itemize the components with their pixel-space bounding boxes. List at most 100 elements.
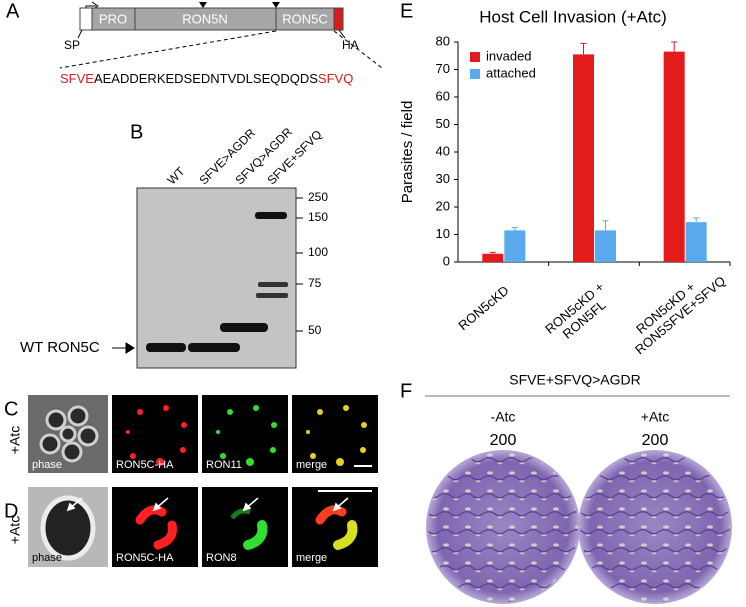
cell: [40, 495, 96, 561]
marker-ticks: [296, 197, 303, 332]
error-bar: [511, 227, 518, 231]
panel-label: D: [4, 500, 18, 522]
bands: [146, 212, 288, 352]
panel-title: SFVE+SFVQ>AGDR: [509, 372, 640, 388]
panel-d: D +Atc phase RON5C-HA RON8 merge: [4, 487, 378, 567]
rosette: [39, 405, 99, 463]
signal: [315, 505, 347, 525]
micrograph: [292, 395, 378, 473]
image-label: phase: [32, 459, 62, 471]
marker-label: 100: [308, 245, 328, 259]
domain-label: RON5C: [282, 11, 328, 26]
y-tick-label: 30: [436, 171, 450, 186]
marker-label: 75: [308, 276, 322, 290]
image-label: merge: [296, 552, 327, 564]
image-label: RON5C-HA: [116, 552, 174, 564]
y-tick-label: 80: [436, 33, 450, 48]
panel-c: C +Atc phase RON5C-HA RON11 merge: [4, 395, 378, 473]
y-tick-label: 20: [436, 198, 450, 213]
panel-label: C: [4, 398, 18, 420]
signal: [243, 520, 268, 550]
cleavage-marks: [199, 2, 280, 8]
puncta: [306, 405, 367, 466]
bar: [482, 253, 504, 262]
sp-box: [79, 7, 93, 31]
panel-label: A: [6, 0, 20, 22]
plaque-texture: [428, 452, 578, 602]
error-bar: [580, 42, 587, 55]
motif: SFVQ: [318, 71, 353, 86]
error-bar: [693, 217, 700, 223]
image-label: phase: [32, 552, 62, 564]
puncta: [216, 405, 277, 466]
panel-f: F SFVE+SFVQ>AGDR -Atc +Atc 200 200: [400, 372, 732, 604]
panel-label: E: [400, 0, 413, 22]
signal: [135, 505, 177, 550]
condition-label: +Atc: [7, 426, 23, 454]
band-arrow: [112, 342, 135, 354]
micrograph: [112, 487, 198, 567]
condition-label: -Atc: [491, 409, 516, 425]
y-axis-label: Parasites / field: [399, 101, 416, 204]
image-label: RON8: [206, 552, 237, 564]
zoom-line: [59, 30, 277, 69]
y-tick-label: 50: [436, 116, 450, 131]
leader: [338, 29, 346, 39]
image-label: RON11: [206, 459, 242, 471]
ha-box: [333, 7, 344, 31]
signal: [230, 508, 251, 520]
puncta: [126, 405, 187, 466]
bar: [573, 54, 594, 262]
y-tick-label: 0: [443, 253, 450, 268]
error-bar: [602, 220, 609, 231]
y-tick-label: 60: [436, 88, 450, 103]
plaque-texture: [580, 452, 730, 602]
panel-label: B: [130, 121, 143, 143]
error-bar: [671, 41, 678, 52]
bar: [504, 230, 526, 262]
marker-label: 250: [308, 190, 328, 204]
band-label: WT RON5C: [20, 339, 100, 356]
marker-label: 150: [308, 210, 328, 224]
micrograph: [112, 395, 198, 473]
ha-label: HA: [342, 38, 359, 52]
sequence: SFVEAEADDERKEDSEDNTVDLSEQDQDSSFVQ: [60, 71, 353, 86]
image-label: merge: [296, 459, 327, 471]
legend-swatch: [470, 69, 480, 79]
lane-label: WT: [164, 164, 188, 188]
bar: [595, 230, 616, 262]
leader: [77, 29, 83, 39]
arrows: [66, 497, 349, 512]
legend-label: attached: [486, 65, 536, 80]
condition-label: +Atc: [7, 516, 23, 544]
panel-a: A PRO RON5N RON5C SP HA SFVEAEADDERKEDSE…: [6, 0, 383, 86]
legend-label: invaded: [486, 48, 532, 63]
zoom-line: [333, 30, 383, 69]
chart-title: Host Cell Invasion (+Atc): [479, 7, 667, 26]
domain-label: PRO: [99, 11, 127, 26]
micrograph: [202, 487, 288, 567]
marker-label: 50: [308, 323, 322, 337]
motif: SFVE: [60, 71, 94, 86]
panel-label: F: [400, 380, 412, 402]
dilution-label: 200: [642, 432, 669, 449]
y-tick-label: 40: [436, 143, 450, 158]
micrograph: [292, 487, 378, 567]
condition-label: +Atc: [641, 409, 669, 425]
image-label: RON5C-HA: [116, 459, 174, 471]
domain-label: RON5N: [182, 11, 228, 26]
dilution-label: 200: [490, 432, 517, 449]
error-bar: [489, 251, 496, 254]
panel-e: E Host Cell Invasion (+Atc) Parasites / …: [399, 0, 731, 268]
y-tick-label: 10: [436, 226, 450, 241]
signal: [333, 520, 358, 550]
sp-label: SP: [64, 38, 80, 52]
bar: [663, 51, 685, 262]
panel-b: B WT SFVE>AGDR SFVQ>AGDR SFVE+SFVQ 250 1…: [20, 121, 328, 369]
legend-swatch: [470, 52, 480, 62]
bar: [685, 222, 707, 262]
linker: AEADDERKEDSEDNTVDLSEQDQDS: [94, 71, 318, 86]
y-tick-label: 70: [436, 61, 450, 76]
